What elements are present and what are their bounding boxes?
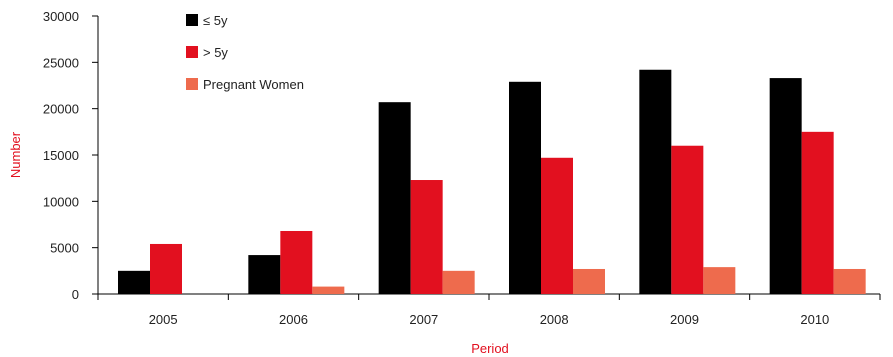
bar-2-2009 [671, 145, 704, 294]
x-axis: 2005 2006 2007 2008 2009 2010 [97, 293, 881, 327]
bar-2-2005 [150, 243, 182, 294]
bar-1-2007 [378, 102, 411, 295]
x-tick-label: 2008 [540, 312, 569, 327]
legend-label: ≤ 5y [203, 13, 228, 28]
x-tick-label: 2009 [670, 312, 699, 327]
bar-2-2008 [541, 157, 573, 294]
bar-1-2006 [248, 255, 281, 294]
y-tick-label: 10000 [43, 194, 79, 209]
bar-1-2009 [639, 69, 672, 294]
bar-2-2007 [410, 180, 443, 294]
y-axis: 0 5000 10000 15000 20000 25000 30000 [43, 9, 99, 302]
x-tick-label: 2007 [409, 312, 438, 327]
legend-swatch [186, 78, 198, 90]
bar-1-2008 [509, 81, 541, 294]
bar-1-2005 [118, 270, 150, 294]
x-axis-title: Period [471, 341, 509, 356]
bar-3-2007 [442, 270, 475, 294]
bar-1-2010 [769, 78, 802, 294]
y-tick-label: 20000 [43, 102, 79, 117]
legend-swatch [186, 46, 198, 58]
y-axis-title: Number [8, 131, 23, 178]
legend: ≤ 5y > 5y Pregnant Women [186, 13, 304, 92]
bar-3-2009 [703, 267, 736, 294]
bar-3-2010 [833, 268, 866, 294]
y-tick-label: 15000 [43, 148, 79, 163]
bar-3-2008 [573, 268, 605, 294]
bar-2-2006 [280, 230, 313, 294]
y-tick-label: 5000 [50, 241, 79, 256]
legend-label: > 5y [203, 45, 228, 60]
legend-label: Pregnant Women [203, 77, 304, 92]
legend-swatch [186, 14, 198, 26]
bar-2-2010 [801, 131, 834, 294]
bars [118, 69, 866, 295]
x-tick-label: 2006 [279, 312, 308, 327]
y-tick-label: 25000 [43, 55, 79, 70]
y-tick-label: 30000 [43, 9, 79, 24]
bar-3-2006 [312, 286, 345, 294]
x-tick-label: 2010 [800, 312, 829, 327]
x-tick-label: 2005 [149, 312, 178, 327]
y-tick-label: 0 [72, 287, 79, 302]
